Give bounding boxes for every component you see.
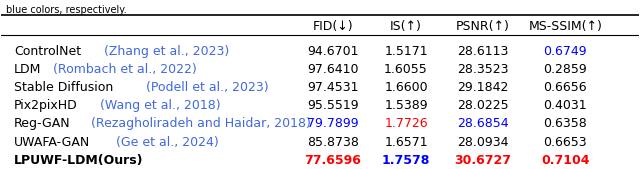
Text: 28.6113: 28.6113 <box>457 44 508 57</box>
Text: LDM: LDM <box>14 63 42 76</box>
Text: 1.6600: 1.6600 <box>384 81 428 94</box>
Text: Reg-GAN: Reg-GAN <box>14 117 71 130</box>
Text: 1.7578: 1.7578 <box>382 154 430 167</box>
Text: 30.6727: 30.6727 <box>454 154 511 167</box>
Text: 1.5389: 1.5389 <box>384 99 428 112</box>
Text: 0.4031: 0.4031 <box>543 99 587 112</box>
Text: 1.6571: 1.6571 <box>384 136 428 149</box>
Text: 1.7726: 1.7726 <box>384 117 428 130</box>
Text: (Zhang et al., 2023): (Zhang et al., 2023) <box>100 44 230 57</box>
Text: 97.6410: 97.6410 <box>307 63 358 76</box>
Text: ControlNet: ControlNet <box>14 44 81 57</box>
Text: FID(↓): FID(↓) <box>312 20 353 33</box>
Text: 79.7899: 79.7899 <box>307 117 358 130</box>
Text: 1.6055: 1.6055 <box>384 63 428 76</box>
Text: 0.6656: 0.6656 <box>543 81 587 94</box>
Text: (Rombach et al., 2022): (Rombach et al., 2022) <box>49 63 197 76</box>
Text: UWAFA-GAN: UWAFA-GAN <box>14 136 90 149</box>
Text: 0.6358: 0.6358 <box>543 117 588 130</box>
Text: 28.6854: 28.6854 <box>457 117 508 130</box>
Text: 28.0934: 28.0934 <box>457 136 508 149</box>
Text: blue colors, respectively.: blue colors, respectively. <box>6 5 127 15</box>
Text: Stable Diffusion: Stable Diffusion <box>14 81 113 94</box>
Text: 85.8738: 85.8738 <box>307 136 358 149</box>
Text: 28.3523: 28.3523 <box>457 63 508 76</box>
Text: (Ge et al., 2024): (Ge et al., 2024) <box>112 136 219 149</box>
Text: 0.7104: 0.7104 <box>541 154 589 167</box>
Text: 77.6596: 77.6596 <box>304 154 361 167</box>
Text: 94.6701: 94.6701 <box>307 44 358 57</box>
Text: IS(↑): IS(↑) <box>390 20 422 33</box>
Text: 0.2859: 0.2859 <box>543 63 588 76</box>
Text: 0.6749: 0.6749 <box>543 44 587 57</box>
Text: Pix2pixHD: Pix2pixHD <box>14 99 78 112</box>
Text: 1.5171: 1.5171 <box>384 44 428 57</box>
Text: LPUWF-LDM(Ours): LPUWF-LDM(Ours) <box>14 154 143 167</box>
Text: (Rezagholiradeh and Haidar, 2018): (Rezagholiradeh and Haidar, 2018) <box>87 117 311 130</box>
Text: MS-SSIM(↑): MS-SSIM(↑) <box>529 20 602 33</box>
Text: 0.6653: 0.6653 <box>543 136 587 149</box>
Text: 29.1842: 29.1842 <box>457 81 508 94</box>
Text: (Podell et al., 2023): (Podell et al., 2023) <box>141 81 268 94</box>
Text: 97.4531: 97.4531 <box>307 81 358 94</box>
Text: 28.0225: 28.0225 <box>457 99 508 112</box>
Text: PSNR(↑): PSNR(↑) <box>456 20 509 33</box>
Text: 95.5519: 95.5519 <box>307 99 358 112</box>
Text: (Wang et al., 2018): (Wang et al., 2018) <box>96 99 221 112</box>
